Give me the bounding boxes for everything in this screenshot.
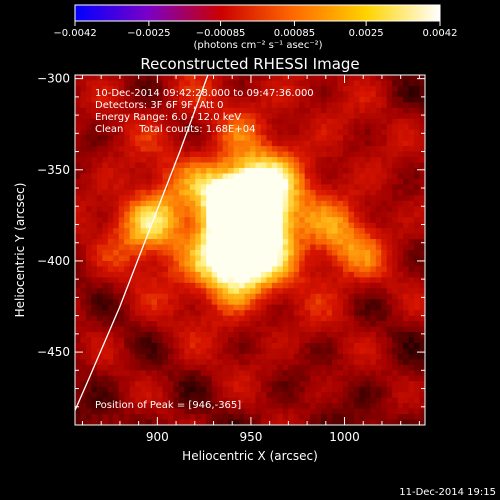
colorbar-ticks: −0.0042 −0.0025 −0.00085 0.00085 0.0025 0.004…	[53, 21, 458, 39]
annotation-detectors: Detectors: 3F 6F 9F, Att 0	[95, 100, 223, 111]
y-tick-label: −450	[37, 345, 70, 359]
plot-frame	[74, 74, 426, 426]
colorbar-tick-label: −0.00085	[196, 28, 246, 39]
annotation-peak: Position of Peak = [946,-365]	[95, 400, 241, 411]
colorbar-unit-label: (photons cm⁻² s⁻¹ asec⁻²)	[193, 40, 322, 51]
annotation-clean: Clean Total counts: 1.68E+04	[95, 124, 255, 135]
solar-limb-line	[75, 75, 209, 411]
timestamp: 11-Dec-2014 19:15	[399, 487, 496, 498]
y-tick-label: −300	[37, 72, 70, 86]
colorbar-tick-label: 0.00085	[274, 28, 315, 39]
x-tick-label: 950	[239, 430, 262, 444]
colorbar	[75, 5, 440, 21]
colorbar-tick-label: −0.0042	[53, 28, 96, 39]
chart-title: Reconstructed RHESSI Image	[140, 55, 359, 73]
y-axis-label: Heliocentric Y (arcsec)	[13, 183, 27, 318]
colorbar-tick-label: 0.0042	[423, 28, 458, 39]
colorbar-tick-label: −0.0025	[127, 28, 170, 39]
annotation-energy: Energy Range: 6.0 - 12.0 keV	[95, 112, 241, 123]
heatmap-image	[75, 75, 425, 425]
y-tick-label: −400	[37, 254, 70, 268]
annotation-time: 10-Dec-2014 09:42:28.000 to 09:47:36.000	[95, 88, 314, 99]
axis-ticks: 900 950 1000 −300 −350 −400 −450	[37, 72, 425, 444]
x-axis-label: Heliocentric X (arcsec)	[182, 449, 318, 463]
x-tick-label: 1000	[329, 430, 360, 444]
y-tick-label: −350	[37, 163, 70, 177]
colorbar-tick-label: 0.0025	[349, 28, 384, 39]
x-tick-label: 900	[146, 430, 169, 444]
colorbar-frame	[74, 4, 441, 22]
